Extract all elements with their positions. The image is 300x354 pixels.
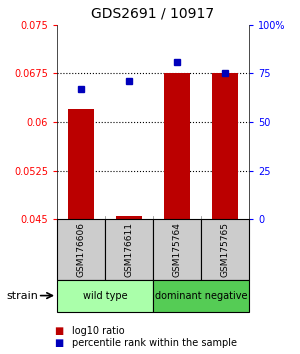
Bar (105, 219, 153, 280)
Bar (153, 219, 201, 280)
Text: GSM175765: GSM175765 (220, 222, 230, 277)
Bar (57, 219, 105, 280)
Bar (212, 73, 238, 219)
Text: GSM176611: GSM176611 (124, 222, 134, 277)
Text: log10 ratio: log10 ratio (72, 326, 124, 336)
Bar (68, 109, 94, 219)
Bar (201, 219, 249, 280)
Text: dominant negative: dominant negative (155, 291, 247, 301)
Text: percentile rank within the sample: percentile rank within the sample (72, 338, 237, 348)
Text: ■: ■ (54, 326, 63, 336)
Text: wild type: wild type (83, 291, 127, 301)
Text: GSM175764: GSM175764 (172, 222, 182, 277)
Title: GDS2691 / 10917: GDS2691 / 10917 (92, 7, 214, 21)
Text: ■: ■ (54, 338, 63, 348)
Bar (153, 280, 249, 312)
Text: GSM176606: GSM176606 (76, 222, 85, 277)
Text: strain: strain (6, 291, 38, 301)
Bar (164, 73, 190, 219)
Bar (57, 280, 153, 312)
Bar (116, 216, 142, 219)
